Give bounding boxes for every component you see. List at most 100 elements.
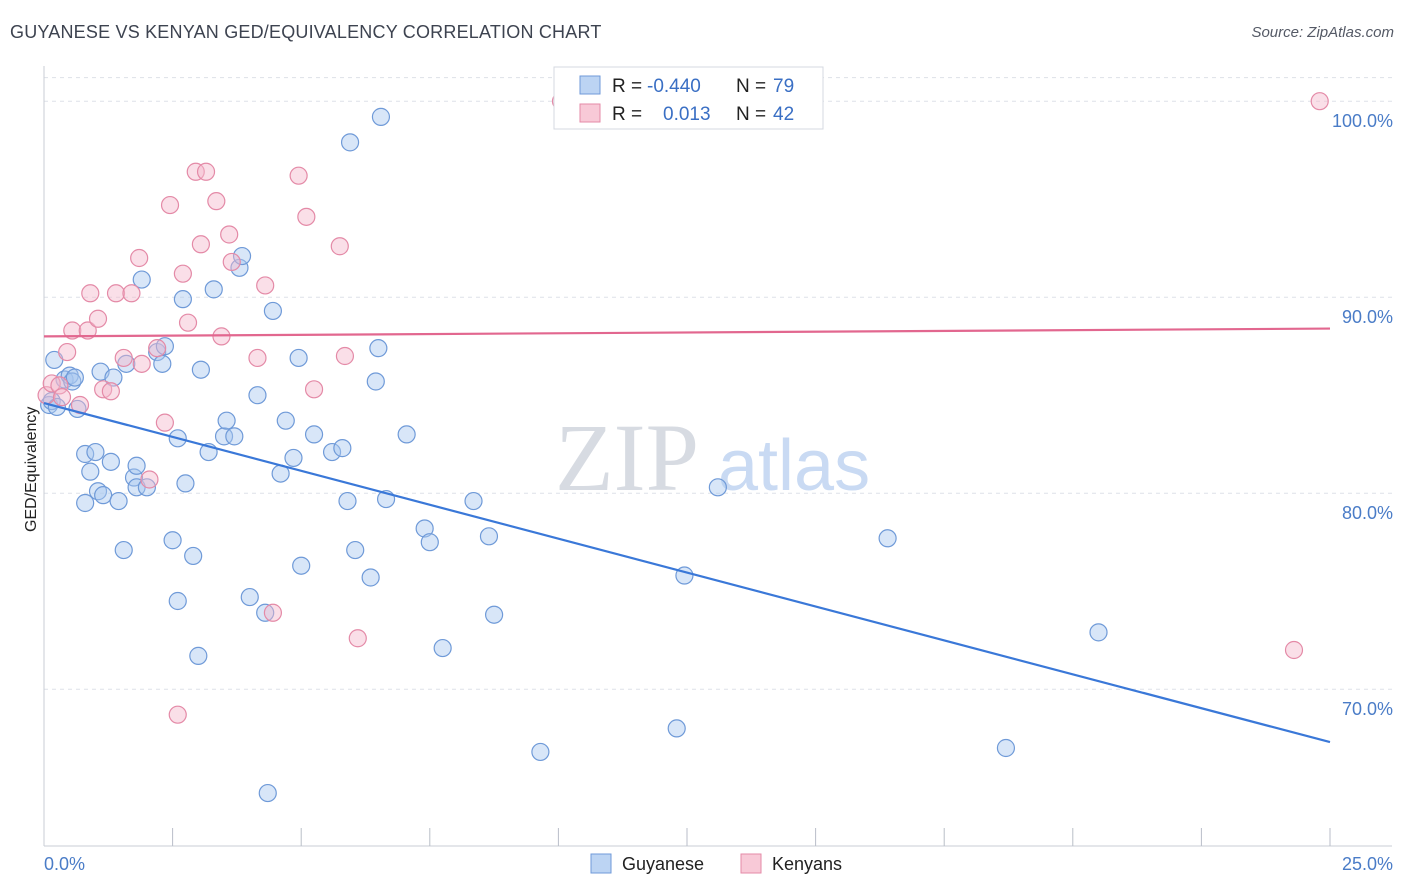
guyanese-point	[289, 348, 308, 368]
kenyans-point	[132, 354, 151, 373]
guyanese-point	[276, 411, 295, 430]
guyanese-point	[76, 493, 95, 513]
guyanese-point	[361, 568, 380, 587]
guyanese-point	[225, 427, 244, 446]
chart-title: GUYANESE VS KENYAN GED/EQUIVALENCY CORRE…	[10, 22, 602, 42]
guyanese-point	[81, 462, 100, 481]
guyanese-point	[214, 427, 234, 446]
kenyans-point	[335, 346, 355, 366]
kenyans-point	[140, 470, 159, 489]
kenyans-point	[160, 195, 180, 215]
kenyans-point	[168, 705, 187, 724]
stats-legend: R = -0.440 N = 79 R = 0.013 N = 42	[553, 66, 824, 130]
guyanese-point	[163, 531, 182, 550]
guyanese-point	[232, 246, 252, 266]
guyanese-point	[292, 556, 311, 575]
kenyans-point	[52, 388, 72, 407]
y-tick-label: 80.0%	[1342, 503, 1393, 523]
guyanese-point	[173, 290, 192, 309]
data-points	[37, 92, 1329, 803]
guyanese-point	[189, 646, 208, 665]
kenyans-point	[58, 342, 77, 362]
guyanese-point	[366, 372, 385, 391]
guyanese-point	[217, 411, 236, 430]
kenyans-point	[78, 321, 97, 340]
bottom-legend-guyanese: Guyanese	[622, 854, 704, 874]
guyanese-point	[153, 354, 172, 373]
kenyans-point	[173, 264, 192, 283]
kenyans-point	[81, 284, 100, 303]
legend-r-value-kenyans: 0.013	[663, 104, 711, 125]
guyanese-point	[127, 456, 146, 475]
guyanese-point	[415, 519, 434, 538]
legend-r-label-2: R =	[612, 104, 642, 125]
chart-source: Source: ZipAtlas.com	[1251, 24, 1394, 41]
legend-n-value-kenyans: 42	[773, 104, 794, 125]
bottom-legend-swatch-kenyans	[740, 853, 762, 874]
kenyans-point	[348, 629, 367, 648]
guyanese-point	[708, 478, 727, 497]
guyanese-point	[176, 474, 195, 493]
guyanese-point	[263, 301, 283, 321]
y-tick-label: 90.0%	[1342, 307, 1393, 327]
guyanese-point	[667, 719, 686, 738]
kenyans-point	[50, 376, 69, 395]
bottom-legend-swatch-guyanese	[590, 853, 612, 874]
kenyans-point	[148, 339, 167, 358]
watermark-atlas: atlas	[718, 426, 870, 506]
guyanese-point	[878, 529, 897, 548]
guyanese-point	[94, 486, 113, 505]
kenyans-point	[1284, 640, 1304, 660]
kenyans-point	[101, 382, 120, 401]
axes	[43, 66, 1392, 847]
legend-swatch-guyanese	[579, 75, 601, 95]
guyanese-point	[322, 442, 342, 462]
bottom-legend-kenyans: Kenyans	[772, 854, 842, 874]
guyanese-point	[397, 425, 416, 444]
guyanese-point	[420, 533, 439, 552]
guyanese-point	[204, 280, 223, 299]
kenyans-point	[122, 284, 141, 303]
kenyans-point	[304, 380, 324, 399]
kenyans-point	[297, 207, 316, 226]
guyanese-point	[464, 491, 483, 511]
guyanese-point	[340, 133, 360, 152]
y-tick-label: 70.0%	[1342, 699, 1393, 719]
x-tick-label-max: 25.0%	[1342, 854, 1393, 874]
guyanese-point	[371, 107, 391, 126]
guyanese-point	[1089, 623, 1108, 642]
guyanese-point	[184, 546, 203, 566]
y-axis-title: GED/Equivalency	[23, 407, 40, 532]
guyanese-point	[531, 742, 550, 762]
guyanese-point	[101, 452, 120, 471]
guyanese-point	[284, 448, 303, 468]
guyanese-point	[485, 605, 504, 624]
guyanese-point	[433, 638, 452, 658]
legend-r-label-1: R =	[612, 76, 642, 97]
guyanese-point	[109, 491, 128, 511]
guyanese-point	[65, 368, 84, 387]
kenyans-point	[155, 413, 174, 432]
kenyans-point	[248, 348, 267, 368]
kenyans-point	[289, 166, 308, 185]
kenyans-point	[178, 313, 198, 332]
guyanese-point	[479, 527, 499, 546]
kenyans-trend-line	[43, 327, 1331, 338]
kenyans-point	[114, 348, 133, 368]
kenyans-point	[106, 284, 126, 303]
legend-swatch-kenyans	[579, 103, 601, 123]
guyanese-point	[168, 591, 187, 611]
guyanese-point	[104, 368, 123, 387]
guyanese-point	[191, 360, 210, 379]
legend-n-label-2: N =	[736, 104, 766, 125]
legend-n-value-guyanese: 79	[773, 76, 794, 97]
kenyans-point	[88, 309, 108, 328]
kenyans-point	[220, 225, 239, 244]
kenyans-point	[222, 252, 241, 272]
kenyans-point	[196, 162, 216, 181]
kenyans-point	[256, 276, 275, 295]
y-tick-label: 100.0%	[1332, 111, 1393, 131]
guyanese-point	[114, 540, 133, 560]
guyanese-point	[256, 603, 275, 622]
